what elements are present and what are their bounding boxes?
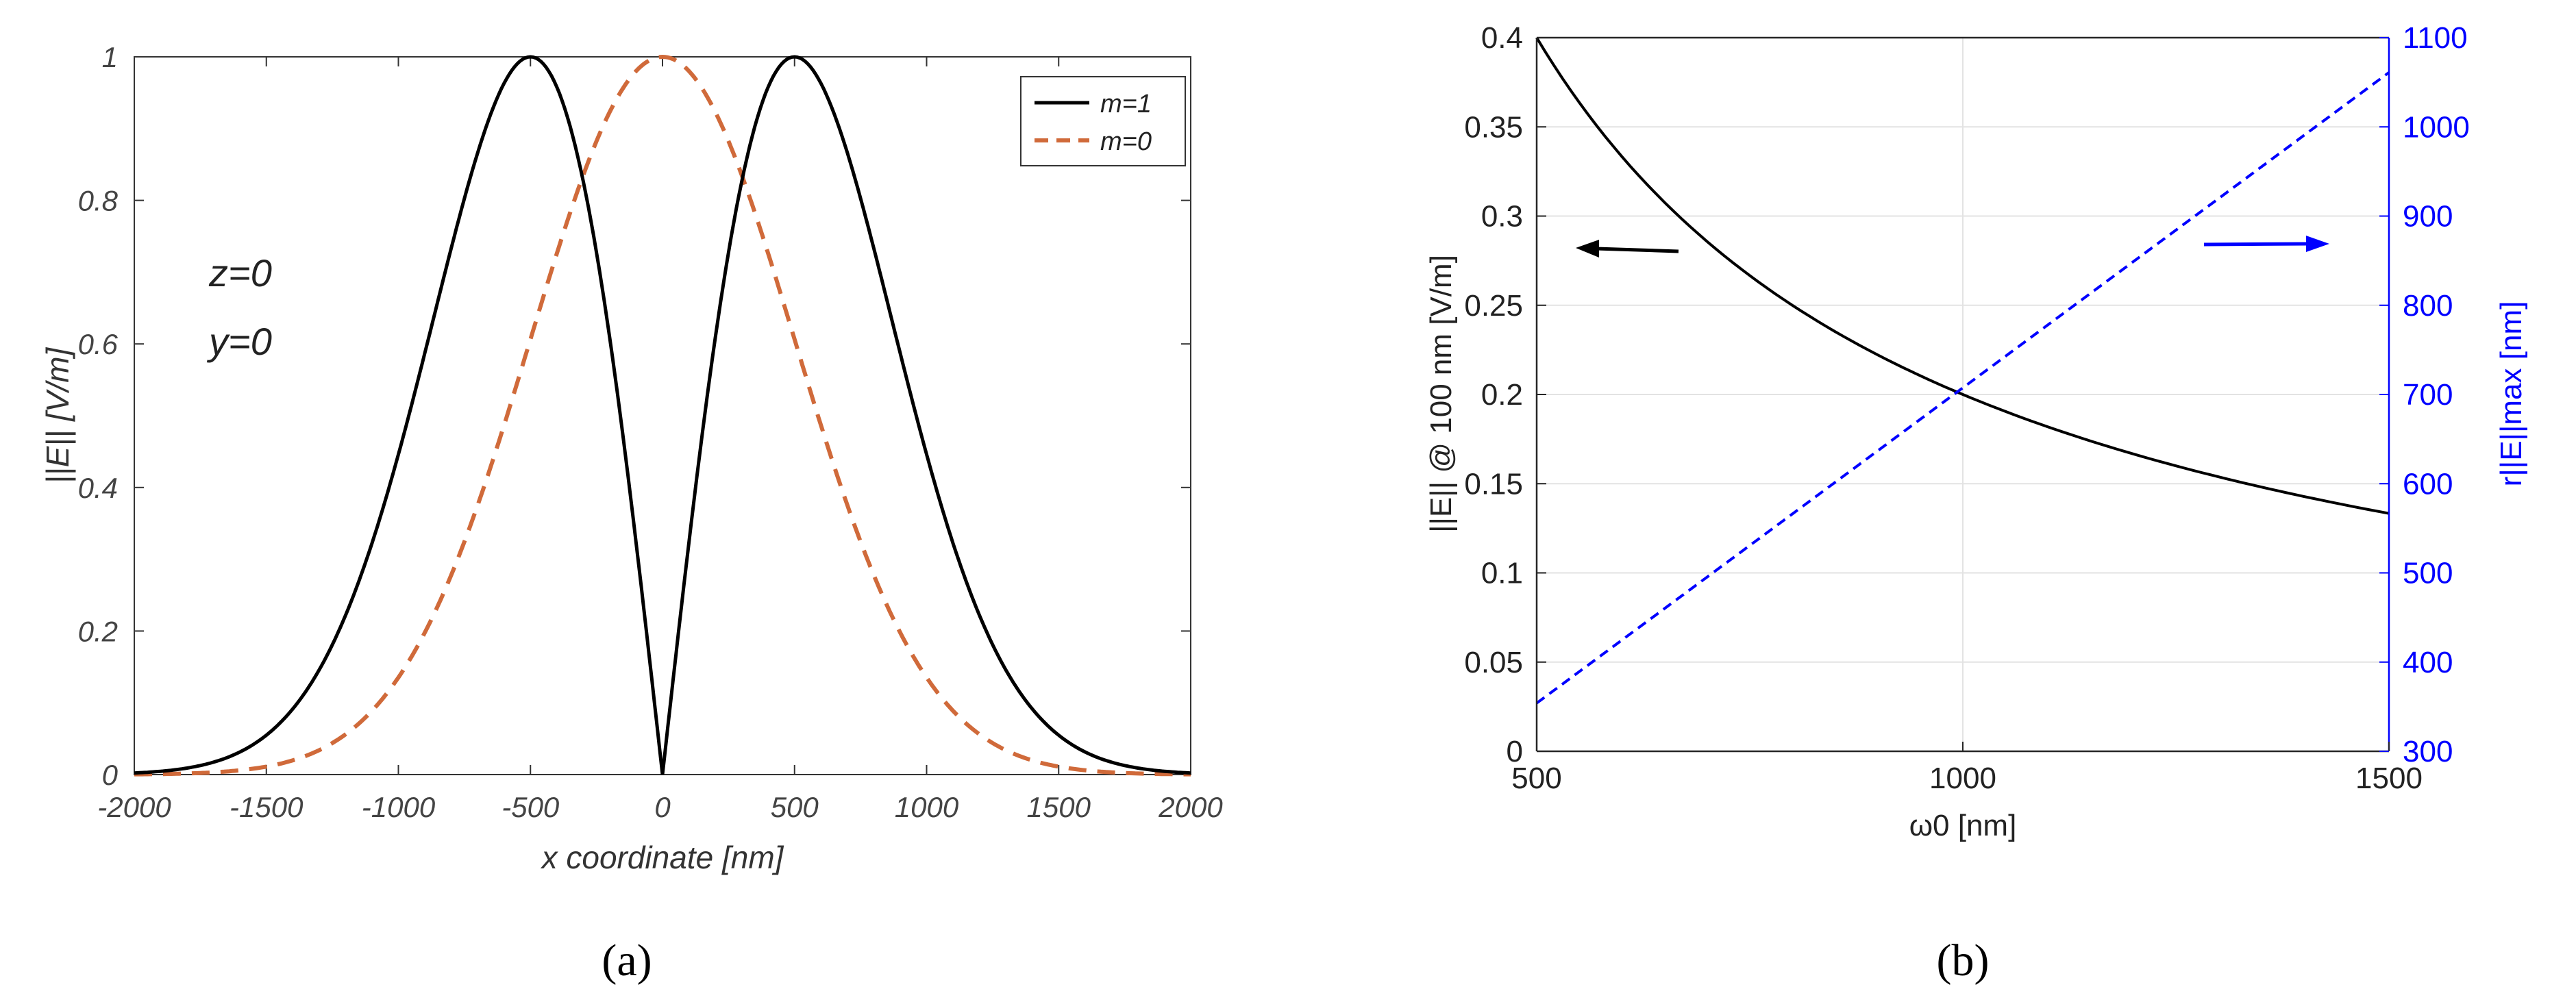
- series-e-field-line: [1535, 36, 2390, 515]
- b-right-tick-label: 600: [2403, 467, 2453, 501]
- b-series-lines: [1535, 36, 2390, 705]
- a-series-lines: [134, 54, 1191, 777]
- a-y-tick-label: 0.6: [78, 328, 119, 360]
- b-ticks: 500 1000 1500 0 0.05 0.1 0.15 0.2 0.25 0.3 0.35 0.4…: [1464, 21, 2470, 795]
- b-left-tick-label: 0: [1507, 735, 1523, 768]
- legend-box: [1020, 76, 1186, 166]
- b-x-tick-label: 1000: [1929, 762, 1996, 795]
- panel-b: 500 1000 1500 0 0.05 0.1 0.15 0.2 0.25 0.3 0.35 0.4…: [1424, 21, 2528, 986]
- annotation-y: y=0: [206, 320, 272, 363]
- b-right-tick-label: 300: [2403, 735, 2453, 768]
- a-y-tick-label: 0.4: [78, 472, 118, 504]
- legend-m1-label: m=1: [1100, 90, 1152, 118]
- a-legend: m=1 m=0: [1020, 76, 1186, 166]
- a-x-tick-label: -1500: [230, 791, 304, 823]
- b-left-tick-label: 0.3: [1481, 200, 1523, 234]
- b-x-tick-label: 500: [1511, 762, 1561, 795]
- b-right-y-axis-label: r||E||max [nm]: [2494, 301, 2528, 487]
- caption-a: (a): [602, 936, 652, 986]
- b-x-tick-label: 1500: [2355, 762, 2423, 795]
- a-y-axis-label: ||E|| [V/m]: [40, 347, 75, 484]
- arrow-right-head: [2306, 236, 2329, 252]
- b-left-tick-label: 0.35: [1464, 110, 1523, 144]
- arrow-left-axis: [1576, 240, 1679, 258]
- b-right-tick-label: 900: [2403, 200, 2453, 234]
- b-left-tick-label: 0.25: [1464, 289, 1523, 323]
- caption-b: (b): [1937, 936, 1990, 986]
- b-left-tick-label: 0.2: [1481, 378, 1523, 412]
- a-x-tick-label: -2000: [97, 791, 171, 823]
- a-y-tick-label: 0.8: [78, 185, 119, 217]
- a-x-axis-label: x coordinate [nm]: [541, 840, 784, 875]
- b-right-tick-label: 1000: [2403, 110, 2470, 144]
- b-right-tick-label: 800: [2403, 289, 2453, 323]
- series-m1-line: [134, 55, 1191, 775]
- b-x-axis-label: ω0 [nm]: [1909, 809, 2017, 842]
- b-right-tick-label: 500: [2403, 557, 2453, 590]
- legend-m0-label: m=0: [1100, 127, 1152, 156]
- a-x-ticks: -2000 -1500 -1000 -500 0 500 1000 1500 2000: [97, 57, 1223, 823]
- a-x-tick-label: -500: [501, 791, 560, 823]
- a-x-tick-label: 500: [771, 791, 819, 823]
- a-y-ticks: 0 0.2 0.4 0.6 0.8 1: [78, 41, 1191, 791]
- a-x-tick-label: 0: [654, 791, 671, 823]
- b-right-tick-label: 700: [2403, 378, 2453, 412]
- annotation-z: z=0: [208, 251, 272, 294]
- a-y-tick-label: 1: [102, 41, 118, 73]
- b-left-tick-label: 0.4: [1481, 21, 1523, 55]
- a-x-tick-label: 2000: [1158, 791, 1223, 823]
- a-x-tick-label: 1000: [895, 791, 959, 823]
- arrow-left-head: [1576, 240, 1599, 258]
- b-left-tick-label: 0.15: [1464, 467, 1523, 501]
- arrow-left-shaft: [1596, 247, 1679, 253]
- b-right-tick-label: 1100: [2403, 21, 2468, 55]
- b-left-tick-label: 0.05: [1464, 646, 1523, 679]
- plot-a-frame: [134, 56, 1191, 775]
- b-right-tick-label: 400: [2403, 646, 2453, 679]
- b-left-tick-label: 0.1: [1481, 557, 1523, 590]
- a-x-tick-label: 1500: [1027, 791, 1091, 823]
- series-m0-line: [134, 54, 1191, 777]
- b-left-y-axis-label: ||E|| @ 100 nm [V/m]: [1424, 255, 1458, 533]
- a-x-tick-label: -1000: [362, 791, 436, 823]
- panel-a: -2000 -1500 -1000 -500 0 500 1000 1500 2000 0 0.2…: [40, 41, 1223, 986]
- a-y-tick-label: 0: [102, 759, 119, 791]
- series-r-max-line: [1535, 71, 2390, 705]
- arrow-right-axis: [2203, 236, 2329, 252]
- a-y-tick-label: 0.2: [78, 615, 118, 647]
